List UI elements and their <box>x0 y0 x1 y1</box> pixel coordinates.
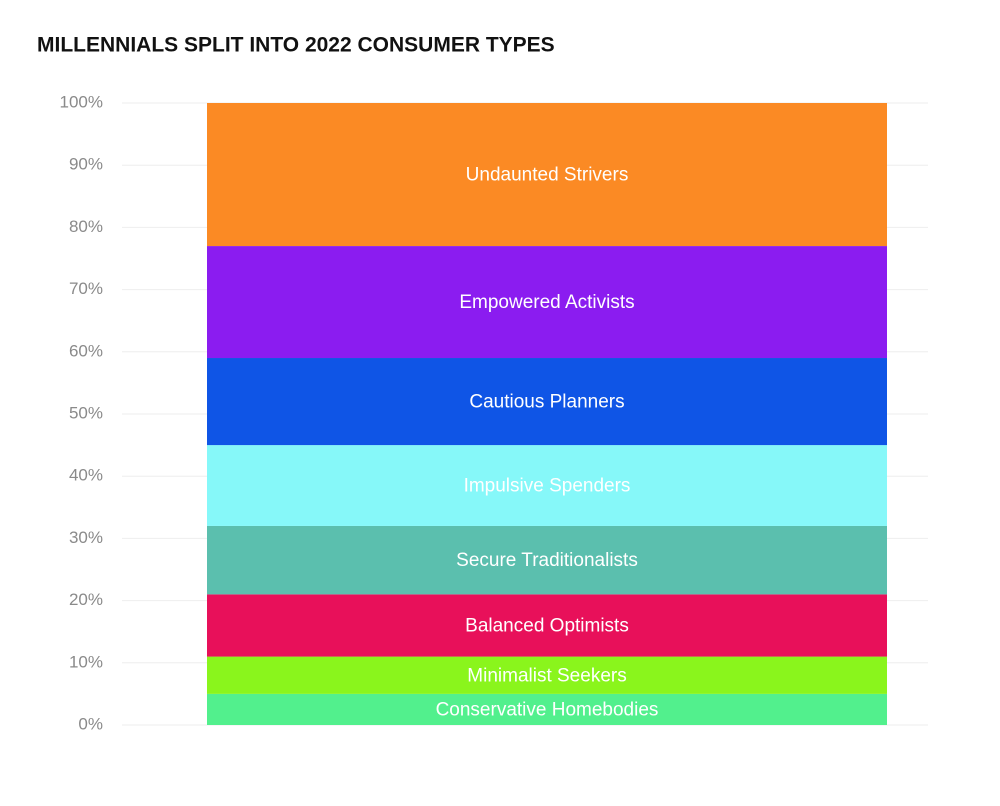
segment-label: Undaunted Strivers <box>466 165 629 186</box>
segment-label: Cautious Planners <box>469 392 624 413</box>
bar-segment <box>207 693 887 725</box>
segment-label: Impulsive Spenders <box>464 476 631 497</box>
y-tick-label: 40% <box>69 466 103 485</box>
bar-segment <box>207 445 887 526</box>
chart-title: MILLENNIALS SPLIT INTO 2022 CONSUMER TYP… <box>37 34 555 57</box>
bar-segment <box>207 246 887 359</box>
bar-segment <box>207 525 887 595</box>
y-tick-label: 70% <box>69 279 103 298</box>
y-tick-label: 20% <box>69 590 103 609</box>
bar-segment <box>207 103 887 247</box>
segment-label: Balanced Optimists <box>465 615 629 636</box>
bar-segment <box>207 594 887 657</box>
bar-segment <box>207 656 887 694</box>
y-tick-label: 50% <box>69 403 103 422</box>
segment-label: Empowered Activists <box>459 292 634 313</box>
y-tick-label: 90% <box>69 155 103 174</box>
y-tick-label: 60% <box>69 341 103 360</box>
bar-segment <box>207 358 887 446</box>
y-tick-label: 10% <box>69 652 103 671</box>
y-tick-label: 80% <box>69 217 103 236</box>
segment-label: Conservative Homebodies <box>436 699 659 720</box>
y-tick-label: 100% <box>60 92 103 111</box>
segment-label: Minimalist Seekers <box>467 665 626 686</box>
y-tick-label: 0% <box>78 714 103 733</box>
segment-label: Secure Traditionalists <box>456 550 638 571</box>
y-tick-label: 30% <box>69 528 103 547</box>
